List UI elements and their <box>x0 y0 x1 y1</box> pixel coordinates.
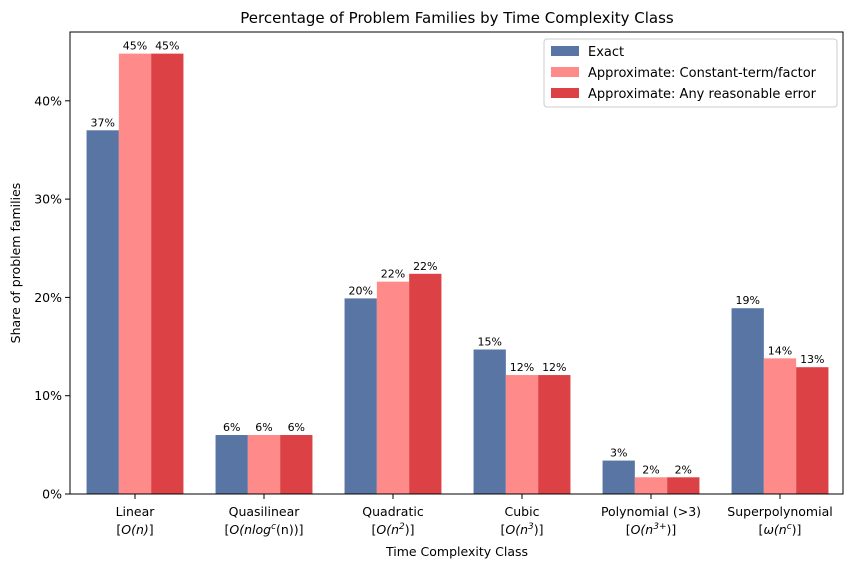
plot-frame <box>69 31 844 495</box>
complexity-math: O(n <box>505 522 528 537</box>
legend-swatch-0 <box>551 46 579 56</box>
legend-swatch-1 <box>551 67 579 77</box>
data-label-s2-c2: 22% <box>413 260 437 273</box>
y-axis-label: Share of problem families <box>8 183 23 344</box>
legend: Exact Approximate: Constant-term/factor Ap… <box>543 38 838 108</box>
x-axis: Linear[O(n)]Quasilinear[O(nlogc(n))]Quad… <box>116 494 833 537</box>
y-tick-label: 30% <box>34 192 62 207</box>
data-label-s2-c5: 13% <box>800 353 824 366</box>
bar-s1-c4 <box>634 477 668 494</box>
data-label-s1-c5: 14% <box>768 344 792 357</box>
complexity-bracket-open: [ <box>371 522 376 537</box>
bar-s1-c0 <box>118 53 152 494</box>
x-tick-complexity: [O(n3+)] <box>626 522 677 537</box>
bar-s0-c3 <box>473 349 506 494</box>
bar-s2-c5 <box>796 367 829 494</box>
bar-s1-c1 <box>247 435 281 494</box>
x-tick-complexity: [O(n)] <box>116 522 153 537</box>
complexity-tail: )] <box>534 522 544 537</box>
complexity-superscript: c <box>271 522 276 532</box>
bars-group <box>86 53 829 495</box>
data-label-s1-c4: 2% <box>642 463 659 476</box>
data-label-s2-c3: 12% <box>542 361 566 374</box>
complexity-math: ω(n <box>763 522 786 537</box>
y-tick-label: 0% <box>42 487 62 502</box>
complexity-math: O(n <box>631 522 654 537</box>
data-label-s1-c0: 45% <box>123 40 147 53</box>
y-tick-label: 20% <box>34 290 62 305</box>
complexity-superscript: 3+ <box>653 522 666 532</box>
legend-label-2: Approximate: Any reasonable error <box>588 87 817 102</box>
complexity-superscript: 2 <box>399 522 405 532</box>
data-label-s0-c4: 3% <box>610 447 627 460</box>
legend-swatch-2 <box>551 88 579 98</box>
x-tick-complexity: [O(nlogc(n))] <box>225 522 304 537</box>
legend-label-1: Approximate: Constant-term/factor <box>588 66 817 81</box>
bar-s0-c4 <box>602 460 635 494</box>
complexity-math: O(n) <box>121 522 149 537</box>
x-tick-complexity: [O(n2)] <box>371 522 414 537</box>
bar-s2-c1 <box>280 435 313 494</box>
data-label-s2-c4: 2% <box>675 463 692 476</box>
bar-s0-c2 <box>344 298 377 494</box>
x-tick-label: Superpolynomial <box>727 504 832 519</box>
data-label-s0-c2: 20% <box>348 284 372 297</box>
bar-s2-c4 <box>667 477 700 494</box>
bar-s2-c0 <box>151 53 184 494</box>
x-tick-label: Cubic <box>505 504 540 519</box>
complexity-math: O(n <box>376 522 399 537</box>
bar-s1-c2 <box>376 281 410 494</box>
x-axis-label: Time Complexity Class <box>385 544 528 559</box>
y-tick-label: 10% <box>34 388 62 403</box>
data-label-s1-c3: 12% <box>510 361 534 374</box>
x-tick-complexity: [ω(nc)] <box>759 522 802 537</box>
x-tick-label: Polynomial (>3) <box>601 504 701 519</box>
data-label-s2-c0: 45% <box>155 40 179 53</box>
legend-box <box>543 38 838 108</box>
data-label-s0-c5: 19% <box>735 294 759 307</box>
complexity-bracket-open: [ <box>626 522 631 537</box>
bar-s2-c2 <box>409 273 442 494</box>
x-tick-complexity: [O(n3)] <box>500 522 543 537</box>
x-tick-label: Linear <box>116 504 156 519</box>
complexity-tail: )] <box>667 522 677 537</box>
complexity-bracket-open: [ <box>116 522 121 537</box>
data-labels-group: 37% 6% 20% 15% 3% 19% 45% 6% 22% 12% 2% 14% 45% 6% 22%… <box>90 40 824 477</box>
complexity-math: O(nlog <box>229 522 271 537</box>
y-axis: 0% 10% 20% 30% 40% <box>34 93 70 502</box>
x-tick-label: Quadratic <box>362 504 424 519</box>
bar-s0-c5 <box>731 308 764 494</box>
bar-s0-c0 <box>86 130 119 495</box>
complexity-tail: )] <box>405 522 415 537</box>
bar-s0-c1 <box>215 435 248 494</box>
x-tick-label: Quasilinear <box>229 504 301 519</box>
complexity-bracket-open: [ <box>759 522 764 537</box>
complexity-bracket-open: [ <box>500 522 505 537</box>
complexity-bracket-open: [ <box>225 522 230 537</box>
complexity-superscript: 3 <box>528 522 534 532</box>
data-label-s0-c0: 37% <box>90 116 114 129</box>
data-label-s1-c2: 22% <box>381 268 405 281</box>
legend-label-0: Exact <box>588 45 624 60</box>
complexity-tail: )] <box>792 522 802 537</box>
complexity-tail: (n))] <box>276 522 303 537</box>
chart-title: Percentage of Problem Families by Time C… <box>240 9 674 27</box>
complexity-tail: ] <box>149 522 154 537</box>
data-label-s0-c3: 15% <box>477 336 501 349</box>
data-label-s0-c1: 6% <box>223 421 240 434</box>
bar-s1-c5 <box>763 358 797 494</box>
bar-s2-c3 <box>538 375 571 494</box>
complexity-superscript: c <box>787 522 792 532</box>
data-label-s2-c1: 6% <box>288 421 305 434</box>
bar-s1-c3 <box>505 375 539 494</box>
y-tick-label: 40% <box>34 93 62 108</box>
data-label-s1-c1: 6% <box>255 421 272 434</box>
